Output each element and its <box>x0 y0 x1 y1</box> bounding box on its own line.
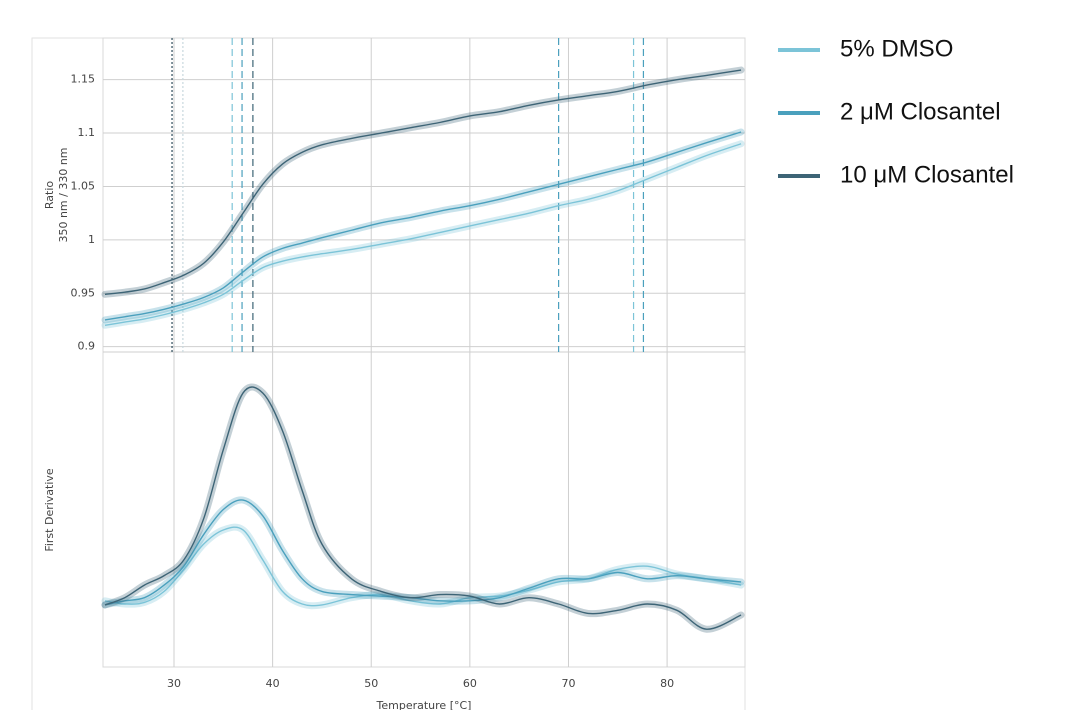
legend-label: 5% DMSO <box>840 35 953 62</box>
line <box>104 386 742 630</box>
y-axis-title: Ratio <box>43 181 56 210</box>
line <box>104 143 742 326</box>
x-tick-label: 70 <box>561 677 575 690</box>
x-tick-label: 80 <box>660 677 674 690</box>
x-tick-label: 30 <box>167 677 181 690</box>
y-tick-label: 0.95 <box>71 286 96 299</box>
legend-label: 2 μM Closantel <box>840 98 1001 125</box>
legend-label: 10 μM Closantel <box>840 161 1014 188</box>
line <box>104 69 742 296</box>
line <box>104 131 742 321</box>
line <box>104 499 742 606</box>
y-axis-title: 350 nm / 330 nm <box>57 147 70 242</box>
x-tick-label: 50 <box>364 677 378 690</box>
y-tick-label: 1.05 <box>71 179 96 192</box>
y-tick-label: 1.15 <box>71 73 96 86</box>
y-tick-label: 0.9 <box>78 340 96 353</box>
x-axis-title: Temperature [°C] <box>376 699 472 710</box>
y-tick-label: 1.1 <box>78 126 96 139</box>
y-tick-label: 1 <box>88 233 95 246</box>
x-tick-label: 40 <box>266 677 280 690</box>
x-tick-label: 60 <box>463 677 477 690</box>
y-axis-title: First Derivative <box>43 468 56 552</box>
